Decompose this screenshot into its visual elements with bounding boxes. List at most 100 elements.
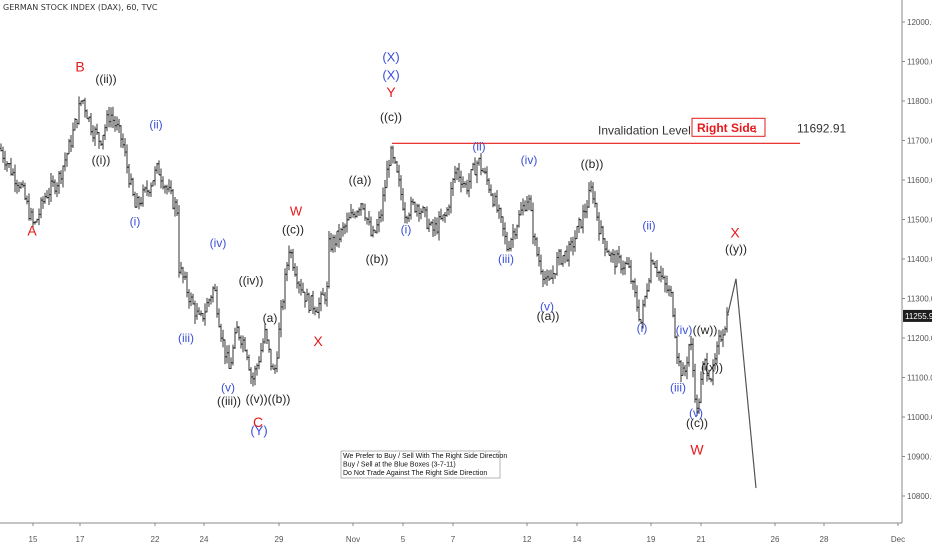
ohlc-bar	[647, 278, 651, 292]
ohlc-bar	[449, 181, 453, 214]
ohlc-bar	[15, 179, 19, 194]
ohlc-bar	[11, 168, 15, 176]
ohlc-bar	[115, 116, 119, 131]
ohlc-bar	[41, 196, 45, 209]
wave-label: ((a))	[349, 173, 372, 187]
wave-label: (a)	[263, 311, 278, 325]
ohlc-bar	[147, 189, 151, 197]
wave-label: X	[730, 224, 740, 240]
wave-label: (iv)	[521, 153, 538, 167]
ohlc-bar	[461, 176, 465, 189]
ohlc-bar	[467, 173, 471, 198]
ohlc-bar	[417, 203, 421, 222]
wave-label: ((x))	[701, 361, 723, 375]
ohlc-bar	[381, 187, 385, 222]
ohlc-bar	[111, 106, 115, 129]
right-side-box-frame	[691, 117, 766, 137]
x-tick-label: Nov	[346, 535, 360, 544]
wave-label: (v)	[689, 406, 703, 420]
x-tick-label: 28	[820, 535, 829, 544]
ohlc-bar	[25, 195, 29, 205]
ohlc-bar	[505, 231, 509, 252]
ohlc-bar	[597, 212, 601, 241]
x-tick-label: 7	[451, 535, 456, 544]
ohlc-bar	[407, 212, 411, 222]
ohlc-bar	[483, 167, 487, 175]
wave-label: B	[75, 58, 84, 74]
ohlc-bar	[177, 205, 181, 278]
ohlc-bar	[51, 175, 55, 187]
ohlc-bar	[205, 297, 209, 313]
ohlc-bar	[173, 197, 177, 217]
ohlc-bar	[501, 216, 505, 237]
ohlc-bar	[225, 345, 229, 364]
ohlc-bar	[503, 222, 507, 245]
wave-label: (v)	[540, 299, 554, 313]
ohlc-bar	[425, 206, 429, 230]
ohlc-bar	[683, 364, 687, 377]
y-tick-label: 11800.0	[907, 97, 932, 106]
ohlc-bar	[157, 160, 161, 176]
ohlc-bar	[183, 271, 187, 280]
ohlc-bar	[601, 225, 605, 245]
wave-label: (X)	[382, 50, 399, 65]
ohlc-bar	[311, 290, 315, 315]
ohlc-bar	[105, 110, 109, 132]
ohlc-bar	[233, 327, 237, 350]
ohlc-bar	[441, 214, 445, 222]
ohlc-bar	[63, 152, 67, 172]
ohlc-bar	[389, 145, 393, 166]
ohlc-bar	[345, 212, 349, 233]
ohlc-bar	[447, 204, 451, 216]
right-side-label: Right Side	[697, 121, 757, 135]
ohlc-bar	[201, 313, 205, 322]
ohlc-bar	[27, 193, 31, 221]
ohlc-bar	[151, 180, 155, 187]
ohlc-bar	[535, 237, 539, 257]
ohlc-bar	[99, 140, 103, 146]
ohlc-bar	[517, 210, 521, 228]
ohlc-bar	[659, 265, 663, 283]
ohlc-bar	[457, 162, 461, 183]
ohlc-bar	[153, 166, 157, 186]
ohlc-bar	[341, 222, 345, 237]
ohlc-bar	[71, 122, 75, 148]
ohlc-bar	[679, 360, 683, 383]
ohlc-bar	[431, 219, 435, 238]
ohlc-bar	[49, 173, 53, 203]
wave-label: (iii)	[178, 331, 194, 345]
wave-label: C	[253, 414, 263, 430]
ohlc-bar	[515, 224, 519, 239]
ohlc-bar	[275, 351, 279, 373]
wave-label: (ii)	[472, 139, 485, 153]
wave-label: (i)	[637, 321, 648, 335]
ohlc-bar	[69, 135, 73, 153]
projection-path	[727, 278, 757, 489]
ohlc-bar	[451, 178, 455, 196]
ohlc-bar	[77, 96, 81, 125]
invalidation-label: Invalidation Level	[598, 123, 691, 137]
ohlc-bar	[479, 153, 483, 176]
ohlc-bar	[419, 208, 423, 220]
ohlc-bar	[667, 285, 671, 297]
ohlc-bar	[193, 300, 197, 325]
wave-label: (i)	[401, 222, 412, 236]
ohlc-bar	[53, 179, 57, 195]
ohlc-bar	[101, 134, 105, 150]
ohlc-bar	[357, 207, 361, 216]
ohlc-bar	[281, 299, 285, 311]
invalidation-value: 11692.91	[797, 121, 846, 135]
wave-label: ((w))	[693, 323, 718, 337]
wave-label: ((b))	[366, 252, 389, 266]
ohlc-bar	[169, 180, 173, 195]
ohlc-bar	[337, 223, 341, 248]
ohlc-bar	[689, 335, 693, 351]
ohlc-bar	[277, 322, 281, 359]
ohlc-bar	[583, 203, 587, 219]
ohlc-bar	[687, 343, 691, 367]
ohlc-bar	[61, 165, 65, 188]
wave-label: ((iv))	[239, 274, 264, 288]
ohlc-bar	[343, 223, 347, 235]
